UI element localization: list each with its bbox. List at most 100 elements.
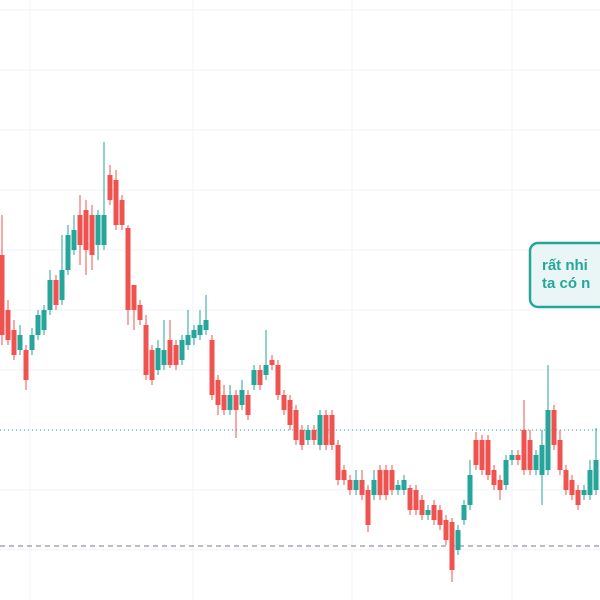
- candle-body: [305, 430, 311, 440]
- candle-body: [245, 395, 251, 415]
- candle-body: [17, 335, 23, 350]
- candle-body: [329, 415, 335, 445]
- candle-body: [95, 215, 101, 245]
- candle-body: [251, 370, 257, 385]
- candle-body: [461, 505, 467, 520]
- annotation-text: rất nhi: [542, 257, 588, 274]
- candle-body: [155, 348, 161, 370]
- candle-body: [335, 445, 341, 480]
- candle-body: [587, 470, 593, 495]
- candle-body: [185, 335, 191, 345]
- candle-body: [467, 475, 473, 505]
- candle-body: [449, 522, 455, 570]
- candle-body: [497, 480, 503, 490]
- candle-body: [455, 530, 461, 550]
- candle-body: [341, 470, 347, 480]
- candle-body: [347, 480, 353, 490]
- candle-body: [113, 180, 119, 225]
- candle-body: [161, 350, 167, 365]
- candle-body: [89, 215, 95, 255]
- candle-body: [491, 470, 497, 485]
- candle-body: [53, 280, 59, 305]
- candle-body: [221, 395, 227, 410]
- candle-body: [299, 430, 305, 445]
- candle-body: [413, 490, 419, 510]
- candle-body: [71, 230, 77, 250]
- candle-body: [35, 315, 41, 335]
- candle-body: [563, 470, 569, 490]
- candle-body: [323, 415, 329, 445]
- candle-body: [371, 480, 377, 495]
- candle-body: [239, 390, 245, 405]
- candle-body: [419, 500, 425, 515]
- candle-body: [203, 320, 209, 330]
- candle-body: [47, 280, 53, 310]
- candle-body: [131, 285, 137, 310]
- candle-body: [383, 470, 389, 495]
- candle-body: [509, 455, 515, 460]
- candle-body: [0, 255, 5, 335]
- candle-body: [377, 470, 383, 495]
- candle-body: [287, 400, 293, 425]
- candle-body: [215, 380, 221, 405]
- annotation-box: [528, 241, 600, 309]
- candle-body: [269, 360, 275, 365]
- candle-body: [551, 410, 557, 445]
- candle-body: [293, 410, 299, 440]
- candle-body: [401, 480, 407, 490]
- candle-body: [257, 370, 263, 385]
- candle-body: [569, 480, 575, 495]
- candle-body: [137, 305, 143, 320]
- candle-body: [281, 395, 287, 410]
- candle-body: [29, 335, 35, 350]
- candle-body: [395, 485, 401, 490]
- candle-body: [167, 340, 173, 365]
- candle-body: [485, 440, 491, 475]
- candle-body: [263, 365, 269, 375]
- candle-body: [197, 325, 203, 335]
- candle-body: [101, 215, 107, 245]
- candle-body: [275, 365, 281, 395]
- candle-body: [539, 445, 545, 475]
- candle-body: [581, 490, 587, 495]
- candle-body: [425, 510, 431, 515]
- candle-body: [65, 235, 71, 270]
- candle-body: [317, 415, 323, 445]
- candle-body: [209, 340, 215, 395]
- candle-body: [59, 270, 65, 300]
- candle-body: [143, 325, 149, 375]
- candle-body: [437, 510, 443, 525]
- candle-body: [83, 210, 89, 250]
- candle-body: [557, 440, 563, 470]
- candle-body: [353, 480, 359, 490]
- candle-body: [521, 430, 527, 470]
- candle-body: [365, 490, 371, 525]
- candle-body: [575, 490, 581, 505]
- candle-body: [77, 215, 83, 245]
- candle-body: [149, 350, 155, 380]
- candle-body: [473, 440, 479, 465]
- candle-body: [11, 330, 17, 355]
- candle-body: [533, 455, 539, 470]
- candle-body: [407, 488, 413, 510]
- candle-body: [443, 520, 449, 540]
- candle-body: [311, 430, 317, 440]
- candle-body: [107, 175, 113, 200]
- candle-body: [23, 350, 29, 380]
- candle-body: [593, 460, 599, 490]
- candle-body: [431, 505, 437, 520]
- candle-body: [179, 340, 185, 360]
- candle-body: [41, 310, 47, 330]
- candle-body: [515, 455, 521, 460]
- candle-body: [479, 440, 485, 470]
- candle-body: [233, 395, 239, 410]
- candle-body: [5, 310, 11, 340]
- candle-body: [503, 460, 509, 485]
- candle-body: [119, 200, 125, 225]
- candle-body: [125, 228, 131, 310]
- candle-body: [227, 395, 233, 410]
- candle-body: [173, 345, 179, 365]
- candle-body: [527, 440, 533, 470]
- candle-body: [359, 480, 365, 495]
